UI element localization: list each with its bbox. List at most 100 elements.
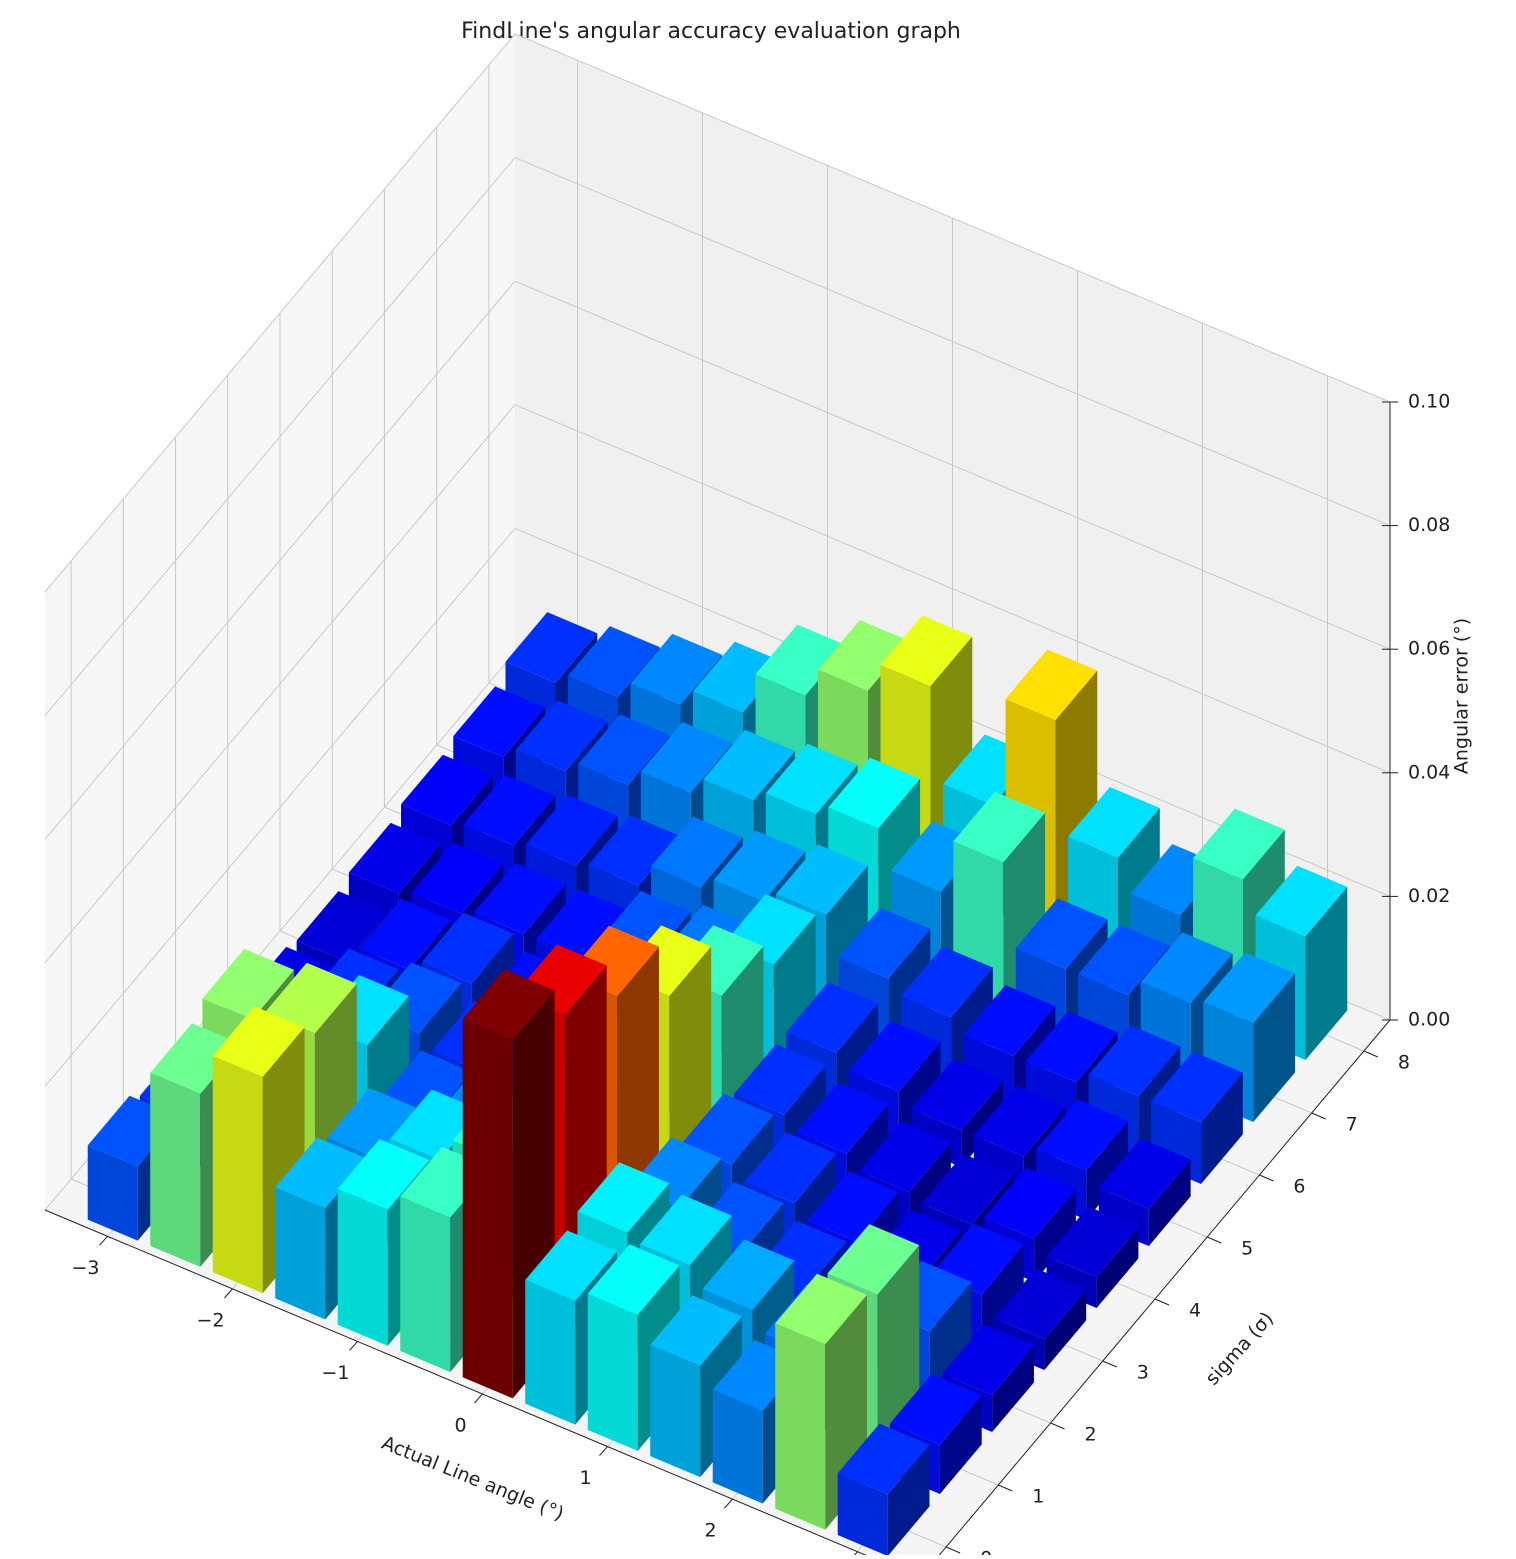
bar-top xyxy=(577,1162,670,1233)
x-tick-label: −1 xyxy=(321,1362,349,1384)
bar-top xyxy=(942,1324,1034,1395)
z-tick-label: 0.02 xyxy=(1408,885,1450,907)
bar xyxy=(775,1273,867,1530)
bar-top xyxy=(702,1239,795,1311)
y-tick xyxy=(1363,1050,1379,1058)
bar-front xyxy=(337,1188,388,1346)
bar-top xyxy=(765,743,858,815)
bar-top xyxy=(818,620,910,691)
bar-top xyxy=(827,1224,920,1295)
x-tick xyxy=(224,1288,233,1299)
bar-top xyxy=(1015,898,1108,970)
bar-top xyxy=(681,1093,774,1165)
bar-top xyxy=(578,714,671,786)
bar-side xyxy=(887,1444,930,1557)
bar-top xyxy=(1088,1025,1181,1096)
bar-side xyxy=(1253,973,1296,1123)
bar-top xyxy=(275,1137,367,1209)
bar-side xyxy=(1086,1120,1129,1220)
y-tick xyxy=(1154,1298,1170,1306)
x-tick xyxy=(99,1235,108,1246)
bar-top xyxy=(828,757,921,829)
bar-top xyxy=(515,700,608,772)
x-tick xyxy=(599,1446,608,1456)
z-grid-line xyxy=(44,157,516,716)
y-tick xyxy=(1102,1360,1117,1368)
bar-top xyxy=(421,912,514,984)
bar-front xyxy=(87,1145,138,1241)
bar-top xyxy=(212,1006,305,1077)
bar-top xyxy=(744,1132,837,1204)
bar-top xyxy=(953,791,1046,863)
bar-top xyxy=(568,626,660,697)
x-tick xyxy=(474,1393,483,1404)
bar-top xyxy=(462,969,555,1040)
bar-top xyxy=(984,1167,1076,1239)
bar-top xyxy=(963,985,1056,1056)
bar-top xyxy=(1046,1206,1139,1278)
y-tick xyxy=(1311,1112,1326,1120)
bar-side xyxy=(1034,1188,1076,1282)
bar-top xyxy=(536,889,629,961)
bar-top xyxy=(713,830,806,902)
bar-front xyxy=(400,1196,451,1373)
bar-top xyxy=(296,891,389,962)
bar-side xyxy=(1201,1072,1243,1185)
y-tick-label: 7 xyxy=(1346,1114,1358,1136)
bar xyxy=(837,1423,930,1557)
bar-top xyxy=(588,815,681,886)
bar-top xyxy=(587,1244,680,1315)
bar-top xyxy=(901,946,993,1018)
z-tick-label: 0.04 xyxy=(1408,761,1450,783)
z-axis-label: Angular error (°) xyxy=(1451,618,1473,774)
x-tick xyxy=(349,1341,358,1351)
y-tick-label: 0 xyxy=(980,1548,992,1556)
bar-top xyxy=(411,842,504,914)
bar-top xyxy=(264,962,357,1034)
bar-top xyxy=(389,1089,482,1161)
bar-side xyxy=(961,1080,1004,1168)
x-tick-label: 0 xyxy=(454,1415,466,1437)
bar-side xyxy=(898,1041,941,1141)
y-tick xyxy=(998,1484,1013,1492)
bar-top xyxy=(1098,1138,1191,1209)
bar-top xyxy=(838,907,931,979)
bar-top xyxy=(348,822,441,894)
bar-side xyxy=(1148,1159,1191,1247)
z-grid-line xyxy=(44,404,516,964)
y-tick-label: 8 xyxy=(1398,1052,1410,1074)
bar-top xyxy=(1193,808,1285,880)
bar-top xyxy=(848,1020,941,1092)
z-tick-label: 0.10 xyxy=(1408,391,1450,413)
bar-top xyxy=(202,948,295,1020)
z-grid-line xyxy=(514,157,1391,527)
bar-top xyxy=(1255,865,1348,937)
z-grid-line xyxy=(514,404,1391,774)
y-tick-label: 6 xyxy=(1293,1176,1305,1198)
bar-front xyxy=(275,1187,326,1320)
bar-top xyxy=(453,686,546,758)
bar-top xyxy=(911,1059,1004,1131)
bar-top xyxy=(463,774,556,846)
bar-top xyxy=(525,1230,617,1301)
bar-top xyxy=(1203,952,1296,1024)
bar-top xyxy=(1151,1051,1243,1123)
y-tick-label: 3 xyxy=(1137,1362,1149,1384)
bar-side xyxy=(1096,1227,1139,1309)
bar-top xyxy=(150,1023,242,1094)
bar-side xyxy=(981,1244,1024,1344)
bar-top xyxy=(889,1373,982,1445)
bar-top xyxy=(734,1044,826,1115)
bar-top xyxy=(327,1087,420,1159)
x-tick-label: −3 xyxy=(71,1257,99,1279)
bar-front xyxy=(837,1473,888,1557)
bar-side xyxy=(929,1281,972,1406)
bar-top xyxy=(1005,649,1098,721)
bar-top xyxy=(640,722,733,793)
bar-top xyxy=(703,729,796,801)
bar-front xyxy=(525,1279,576,1425)
chart-title: FindLine's angular accuracy evaluation g… xyxy=(461,19,961,44)
x-tick xyxy=(724,1498,733,1509)
